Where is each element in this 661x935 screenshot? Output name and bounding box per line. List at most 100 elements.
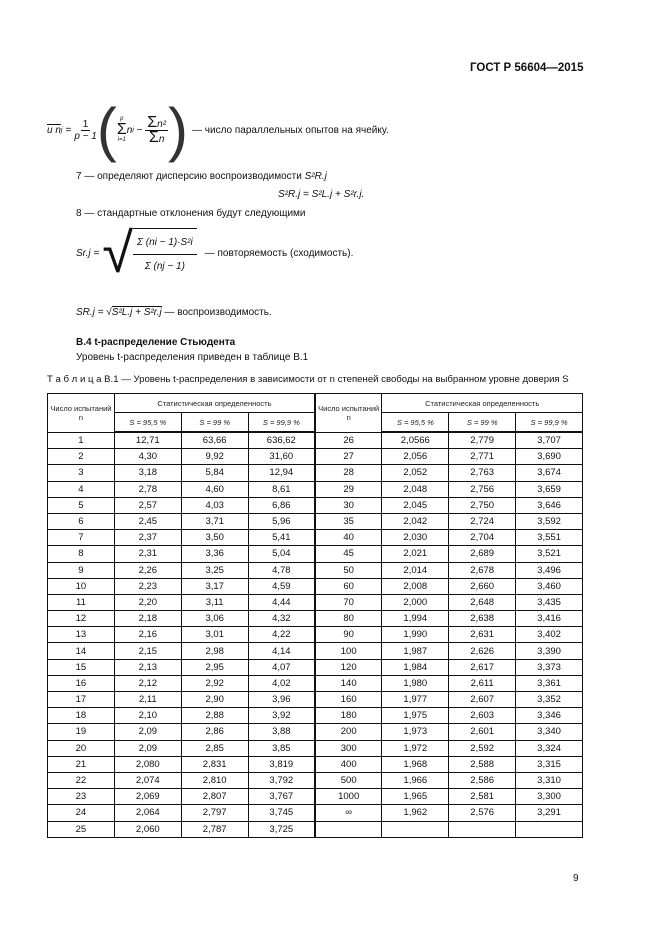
table-row: 3 3,18 5,84 12,94 28 2,052 2,763 3,674	[47, 464, 583, 482]
table-cell: 13	[47, 626, 115, 644]
table-cell: 3,496	[515, 561, 583, 579]
table-cell: 15	[47, 658, 115, 676]
table-cell: 3,315	[515, 755, 583, 773]
table-cell: 1,965	[381, 788, 450, 806]
step7-formula: S²R.j = S²L.j + S²r.j.	[278, 189, 365, 200]
table-cell: 3,435	[515, 593, 583, 612]
formula-sr: Sr.j = √ Σ (ni − 1)·S²i Σ (nj − 1) — повт…	[76, 221, 354, 284]
table-cell: 120	[314, 658, 383, 676]
table-row: 20 2,09 2,85 3,85 300 1,972 2,592 3,324	[47, 739, 583, 757]
table-cell: 2,042	[381, 512, 450, 531]
table-cell: 16	[47, 674, 115, 693]
table-cell: 35	[314, 512, 383, 531]
table-cell: 2,069	[113, 788, 182, 806]
table-cell: 140	[314, 674, 383, 693]
table-cell: 50	[314, 561, 383, 579]
table-cell: 23	[47, 788, 115, 806]
table-cell: 2,678	[448, 561, 517, 579]
table-cell: 2,080	[113, 755, 182, 773]
table-cell: 5	[47, 496, 115, 514]
table-cell: 3,36	[180, 545, 249, 563]
table-cell: 3,402	[515, 626, 583, 644]
table-cell: 80	[314, 610, 383, 628]
table-cell: 3,767	[247, 788, 316, 806]
sr-den: Σ (nj − 1)	[144, 261, 185, 272]
sr-num: Σ (ni − 1)·S²i	[132, 229, 197, 255]
formula-sub: j	[60, 126, 63, 134]
table-cell: 9,92	[180, 448, 249, 466]
table-cell: 2,660	[448, 577, 517, 595]
table-cell: 4,30	[113, 448, 182, 466]
table-cell	[448, 820, 517, 838]
table-cell: 2,09	[113, 739, 182, 757]
table-cell: 3,745	[247, 804, 316, 822]
table-cell: 4,22	[247, 626, 316, 644]
table-row: 12 2,18 3,06 4,32 80 1,994 2,638 3,416	[47, 610, 583, 628]
table-cell: 100	[314, 642, 383, 660]
table-cell: 10	[47, 577, 115, 595]
table-cell: 14	[47, 642, 115, 660]
table-cell: ∞	[314, 804, 383, 822]
table-cell: 3,521	[515, 545, 583, 563]
sub-header: S = 99 %	[448, 412, 517, 433]
table-cell: 1	[47, 431, 115, 450]
table-row: 24 2,064 2,797 3,745 ∞ 1,962 2,576 3,291	[47, 804, 583, 822]
table-cell: 1,984	[381, 658, 450, 676]
t-distribution-table: Число испытаний n Статистическая определе…	[47, 393, 583, 838]
table-cell: 26	[314, 431, 383, 450]
table-cell: 8,61	[247, 480, 316, 498]
sum-bot: i=1	[117, 137, 126, 143]
table-cell: 4,44	[247, 593, 316, 612]
table-cell: 3,71	[180, 512, 249, 531]
sr-desc: — повторяемость (сходимость).	[204, 247, 354, 259]
table-cell: 400	[314, 755, 383, 773]
table-cell: 2,787	[180, 820, 249, 838]
table-row: 16 2,12 2,92 4,02 140 1,980 2,611 3,361	[47, 674, 583, 693]
standard-number: ГОСТ Р 56604—2015	[470, 62, 584, 74]
table-cell: 30	[314, 496, 383, 514]
ni2: n²	[157, 118, 167, 130]
table-cell: 500	[314, 771, 383, 790]
table-cell: 3,416	[515, 610, 583, 628]
table-cell: 2,648	[448, 593, 517, 612]
table-cell: 3,592	[515, 512, 583, 531]
table-cell: 1,962	[381, 804, 450, 822]
table-cell: 4,07	[247, 658, 316, 676]
sub-header: S = 95,5 %	[113, 412, 182, 433]
table-cell: 2,16	[113, 626, 182, 644]
table-cell: 70	[314, 593, 383, 612]
formula-eq: =	[65, 124, 72, 136]
page-number: 9	[573, 873, 579, 884]
table-cell: 3,819	[247, 755, 316, 773]
table-cell: 2,603	[448, 707, 517, 725]
table-cell: 1,980	[381, 674, 450, 693]
table-cell: 1,968	[381, 755, 450, 773]
table-cell: 636,62	[247, 431, 316, 450]
formula-sR: SR.j = √S²L.j + S²r.j — воспроизводимост…	[76, 306, 272, 318]
table-cell: 2,26	[113, 561, 182, 579]
table-cell: 2,074	[113, 771, 182, 790]
table-cell: 2,771	[448, 448, 517, 466]
table-cell: 3,291	[515, 804, 583, 822]
step7-sym: S²R.j	[304, 171, 327, 182]
table-cell: 2,724	[448, 512, 517, 531]
formula-desc: — число параллельных опытов на ячейку.	[192, 124, 389, 136]
table-cell: 2,000	[381, 593, 450, 612]
table-cell: 4,03	[180, 496, 249, 514]
table-cell: 29	[314, 480, 383, 498]
table-cell: 3,707	[515, 431, 583, 450]
table-cell: 2,57	[113, 496, 182, 514]
sub-header: S = 99 %	[180, 412, 249, 433]
table-cell: 2,014	[381, 561, 450, 579]
table-cell: 2,92	[180, 674, 249, 693]
table-caption: Т а б л и ц а B.1 — Уровень t-распределе…	[47, 374, 569, 385]
table-cell: 2,607	[448, 690, 517, 709]
table-cell: 2,797	[180, 804, 249, 822]
paren-right: )	[168, 96, 189, 163]
table-cell: 1,966	[381, 771, 450, 790]
table-row: 7 2,37 3,50 5,41 40 2,030 2,704 3,551	[47, 529, 583, 547]
table-cell: 28	[314, 464, 383, 482]
table-cell: 1,975	[381, 707, 450, 725]
col-group-left: Статистическая определенность	[113, 393, 316, 413]
